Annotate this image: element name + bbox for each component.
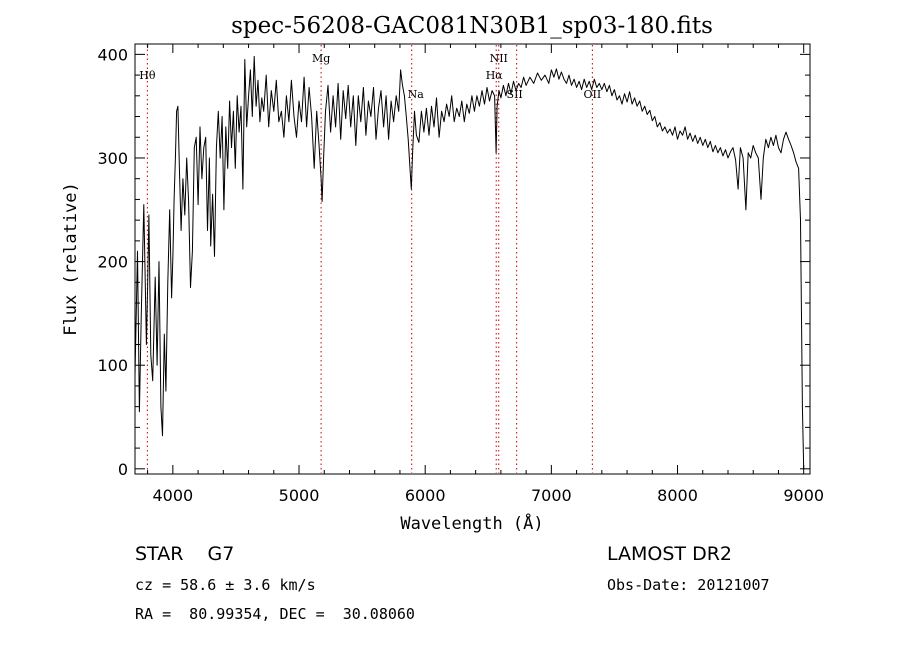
- spectral-line-label: NII: [490, 52, 508, 65]
- y-tick-label: 400: [97, 45, 128, 64]
- spectral-line-markers: [146, 45, 593, 473]
- y-axis-label: Flux (relative): [61, 182, 81, 336]
- y-axis-ticks: 0 100 200 300 400: [97, 45, 810, 479]
- obs-date-text: Obs-Date: 20121007: [607, 576, 770, 594]
- coordinates-text: RA = 80.99354, DEC = 30.08060: [135, 605, 415, 623]
- plot-frame: [134, 43, 811, 475]
- x-axis-label: Wavelength (Å): [400, 512, 543, 534]
- chart-title: spec-56208-GAC081N30B1_sp03-180.fits: [231, 13, 713, 39]
- y-tick-label: 0: [118, 460, 128, 479]
- spectral-line-label: Hα: [486, 69, 504, 82]
- y-tick-label: 200: [97, 253, 128, 272]
- star-class-label: STAR G7: [135, 543, 234, 565]
- spectral-line-label: Na: [408, 88, 425, 101]
- spectral-line-label: OII: [584, 88, 602, 101]
- spectral-line-label: SII: [507, 88, 523, 101]
- x-tick-label: 9000: [783, 486, 824, 505]
- y-tick-label: 300: [97, 149, 128, 168]
- x-axis-ticks: 4000 5000 6000 7000 8000 9000: [147, 44, 824, 505]
- x-tick-label: 8000: [657, 486, 698, 505]
- spectrum-series-line: [134, 55, 805, 469]
- spectral-line-label: Mg: [312, 52, 330, 65]
- survey-label: LAMOST DR2: [607, 543, 732, 565]
- y-tick-label: 100: [97, 356, 128, 375]
- x-tick-label: 7000: [531, 486, 572, 505]
- x-tick-label: 4000: [152, 486, 193, 505]
- redshift-text: cz = 58.6 ± 3.6 km/s: [135, 576, 316, 594]
- spectral-line-label: Hθ: [139, 69, 156, 82]
- x-tick-label: 6000: [405, 486, 446, 505]
- x-tick-label: 5000: [279, 486, 320, 505]
